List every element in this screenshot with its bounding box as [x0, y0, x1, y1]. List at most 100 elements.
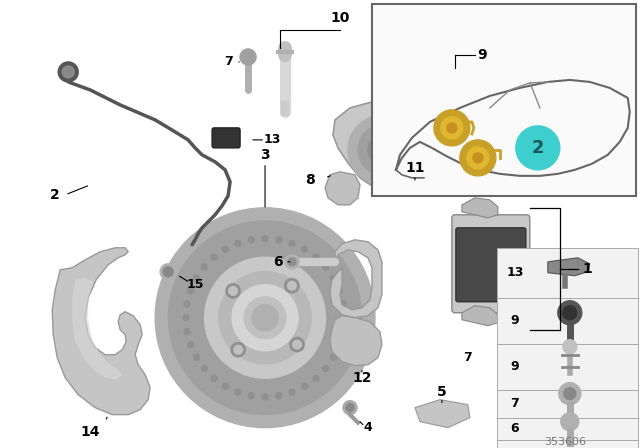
Circle shape	[232, 285, 298, 351]
Circle shape	[160, 264, 176, 280]
Text: 11: 11	[405, 161, 425, 175]
Circle shape	[473, 153, 483, 163]
Text: 4: 4	[364, 421, 372, 434]
Circle shape	[563, 306, 577, 320]
Circle shape	[467, 147, 489, 169]
Circle shape	[202, 366, 207, 371]
Circle shape	[231, 343, 245, 357]
Circle shape	[184, 328, 190, 335]
Text: 9: 9	[477, 48, 486, 62]
Circle shape	[223, 383, 228, 389]
Circle shape	[564, 388, 576, 400]
Circle shape	[449, 62, 461, 74]
Bar	[372, 4, 636, 196]
Polygon shape	[462, 306, 498, 326]
Circle shape	[183, 315, 189, 321]
Circle shape	[563, 340, 577, 354]
Circle shape	[301, 383, 308, 389]
Circle shape	[202, 264, 207, 270]
Text: 12: 12	[352, 370, 372, 385]
Circle shape	[358, 125, 408, 175]
Circle shape	[205, 257, 326, 378]
Circle shape	[228, 286, 237, 295]
Circle shape	[288, 258, 296, 266]
Text: 9: 9	[511, 360, 519, 373]
Circle shape	[188, 342, 194, 348]
Circle shape	[252, 305, 278, 331]
Text: 3: 3	[260, 148, 270, 162]
Circle shape	[188, 288, 194, 293]
Circle shape	[460, 140, 496, 176]
Polygon shape	[548, 258, 590, 276]
Text: 9: 9	[511, 314, 519, 327]
Text: 15: 15	[186, 278, 204, 291]
Circle shape	[434, 110, 470, 146]
Text: 10: 10	[330, 11, 349, 25]
Polygon shape	[52, 248, 150, 415]
Circle shape	[234, 345, 243, 354]
Circle shape	[248, 392, 254, 399]
Circle shape	[340, 328, 346, 335]
Circle shape	[323, 264, 329, 270]
Text: 13: 13	[263, 134, 281, 146]
Circle shape	[313, 254, 319, 260]
Circle shape	[285, 279, 299, 293]
Circle shape	[155, 208, 375, 428]
Circle shape	[441, 117, 463, 139]
FancyBboxPatch shape	[212, 128, 240, 148]
Circle shape	[445, 58, 465, 78]
Circle shape	[240, 49, 256, 65]
Circle shape	[340, 301, 346, 307]
Polygon shape	[330, 316, 382, 366]
Circle shape	[516, 126, 560, 170]
Circle shape	[346, 404, 354, 412]
FancyBboxPatch shape	[452, 215, 530, 313]
Circle shape	[168, 221, 362, 414]
Text: 7: 7	[224, 56, 232, 69]
Circle shape	[331, 354, 337, 360]
Polygon shape	[330, 240, 382, 318]
Circle shape	[211, 375, 217, 381]
Circle shape	[323, 366, 329, 371]
Text: 2: 2	[532, 139, 544, 157]
Circle shape	[331, 275, 337, 281]
Circle shape	[276, 392, 282, 399]
Polygon shape	[72, 278, 122, 379]
Text: 5: 5	[437, 385, 447, 399]
Circle shape	[248, 237, 254, 243]
Bar	[497, 390, 637, 418]
Bar	[497, 418, 637, 439]
Text: 14: 14	[81, 425, 100, 439]
Circle shape	[348, 115, 418, 185]
Circle shape	[276, 237, 282, 243]
Bar	[497, 298, 637, 344]
Circle shape	[447, 123, 457, 133]
Circle shape	[289, 241, 295, 246]
Circle shape	[193, 275, 200, 281]
Circle shape	[561, 413, 579, 431]
Bar	[497, 248, 637, 298]
Circle shape	[58, 62, 78, 82]
Circle shape	[223, 246, 228, 252]
Polygon shape	[462, 198, 498, 218]
Circle shape	[211, 254, 217, 260]
Polygon shape	[325, 172, 360, 205]
Circle shape	[262, 236, 268, 241]
Circle shape	[559, 383, 580, 405]
Circle shape	[226, 284, 240, 298]
Bar	[497, 439, 637, 448]
Circle shape	[287, 281, 296, 290]
Circle shape	[244, 297, 286, 339]
Text: 2: 2	[51, 188, 60, 202]
FancyBboxPatch shape	[456, 228, 526, 302]
Text: 1: 1	[583, 262, 593, 276]
Text: 6: 6	[511, 422, 519, 435]
Circle shape	[289, 389, 295, 395]
Circle shape	[341, 315, 347, 321]
Text: 7: 7	[511, 397, 519, 410]
Circle shape	[235, 389, 241, 395]
Circle shape	[313, 375, 319, 381]
Circle shape	[62, 66, 74, 78]
Text: 13: 13	[506, 266, 524, 279]
Circle shape	[558, 301, 582, 325]
